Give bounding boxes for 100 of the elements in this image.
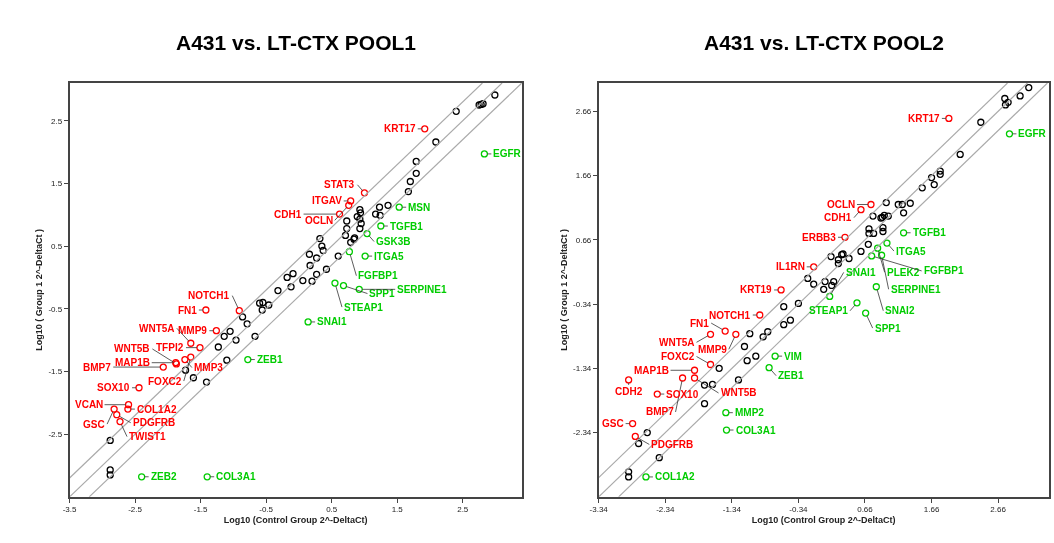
- point: [899, 229, 908, 237]
- y-tick-label: -2.5: [48, 429, 63, 439]
- y-tick-label: -0.34: [573, 299, 592, 309]
- point: [353, 212, 361, 221]
- point: [406, 177, 414, 186]
- annotation: WNT5B: [114, 343, 150, 354]
- y-tick-label: -2.34: [573, 428, 592, 438]
- point: [371, 210, 380, 218]
- x-tick-label: -0.5: [259, 505, 274, 515]
- x-tick-label: 2.66: [990, 505, 1007, 515]
- point: [363, 229, 371, 238]
- annotation: TGFB1: [390, 221, 424, 232]
- annotation: VIM: [784, 351, 802, 362]
- point: [375, 203, 384, 211]
- point: [116, 417, 124, 426]
- point: [226, 327, 234, 335]
- point: [238, 313, 247, 321]
- point: [721, 327, 729, 335]
- annotation: SERPINE1: [397, 284, 447, 295]
- point: [343, 224, 351, 233]
- point: [306, 261, 314, 270]
- point: [203, 473, 211, 481]
- point: [395, 203, 403, 211]
- point: [877, 251, 886, 259]
- annotation: PDGFRB: [651, 439, 694, 450]
- annotation: ERBB3: [802, 232, 837, 243]
- annotation: VCAN: [75, 399, 104, 410]
- point: [322, 265, 331, 273]
- point: [883, 239, 891, 247]
- point: [287, 283, 295, 291]
- annotation: NOTCH1: [188, 290, 230, 301]
- annotation: BMP7: [83, 362, 112, 373]
- point: [771, 352, 779, 360]
- annotation: CDH1: [274, 209, 302, 220]
- annotation: ZEB2: [151, 471, 177, 482]
- point: [318, 242, 326, 250]
- annotation: ZEB1: [778, 370, 804, 381]
- annotation: CDH2: [615, 386, 643, 397]
- x-tick-label: 1.66: [923, 505, 940, 515]
- y-tick-label: 1.66: [575, 171, 592, 181]
- annotation: SOX10: [97, 382, 130, 393]
- point: [258, 306, 266, 314]
- annotation: ITGAV: [312, 195, 343, 206]
- point: [624, 376, 633, 384]
- annotation: FN1: [178, 305, 198, 316]
- point: [232, 336, 240, 344]
- x-tick-label: 0.5: [326, 505, 338, 515]
- point: [722, 409, 730, 417]
- annotation: ZEB1: [257, 354, 283, 365]
- point: [376, 211, 384, 220]
- point: [202, 306, 210, 314]
- annotation: CDH1: [824, 212, 852, 223]
- point: [867, 200, 875, 209]
- annotation: SERPINE1: [891, 284, 941, 295]
- x-axis-title: Log10 (Control Group 2^-DeltaCt): [751, 515, 896, 526]
- annotation: TWIST1: [129, 431, 167, 442]
- annotation: SPP1: [875, 323, 902, 334]
- x-tick-label: -1.5: [193, 505, 209, 515]
- point: [690, 366, 699, 374]
- point: [377, 222, 385, 230]
- x-tick-label: 1.5: [391, 505, 404, 515]
- annotation: KRT19: [740, 284, 773, 295]
- annotation: SNAI1: [846, 267, 876, 278]
- point: [355, 285, 363, 293]
- annotation: MMP9: [698, 344, 728, 355]
- annotation: MMP3: [194, 362, 224, 373]
- point: [299, 276, 307, 285]
- point: [343, 217, 351, 225]
- annotation: SPP1: [369, 288, 396, 299]
- point: [1005, 130, 1014, 138]
- chart-title: A431 vs. LT-CTX POOL2: [704, 31, 945, 54]
- point: [159, 363, 167, 371]
- x-tick-label: 2.5: [457, 505, 469, 515]
- point: [113, 411, 121, 419]
- point: [124, 401, 133, 409]
- annotation: IL1RN: [776, 261, 805, 272]
- point: [255, 299, 264, 307]
- point: [857, 206, 865, 214]
- point: [356, 215, 364, 223]
- point: [138, 473, 146, 481]
- point: [251, 332, 259, 340]
- point: [289, 270, 297, 278]
- point: [432, 138, 440, 146]
- point: [339, 281, 348, 290]
- annotation: COL1A2: [137, 404, 177, 415]
- point: [853, 299, 861, 307]
- point: [243, 320, 251, 328]
- point: [872, 283, 880, 291]
- point: [187, 353, 195, 361]
- point: [341, 231, 350, 240]
- point: [181, 366, 190, 374]
- point: [106, 466, 114, 474]
- annotation: STAT3: [324, 179, 355, 190]
- point: [334, 252, 342, 260]
- y-tick-label: -1.34: [573, 364, 592, 374]
- annotation: SNAI1: [317, 316, 347, 327]
- point: [412, 169, 420, 178]
- point: [690, 374, 699, 382]
- point: [777, 286, 785, 294]
- x-tick-label: -1.34: [722, 505, 742, 515]
